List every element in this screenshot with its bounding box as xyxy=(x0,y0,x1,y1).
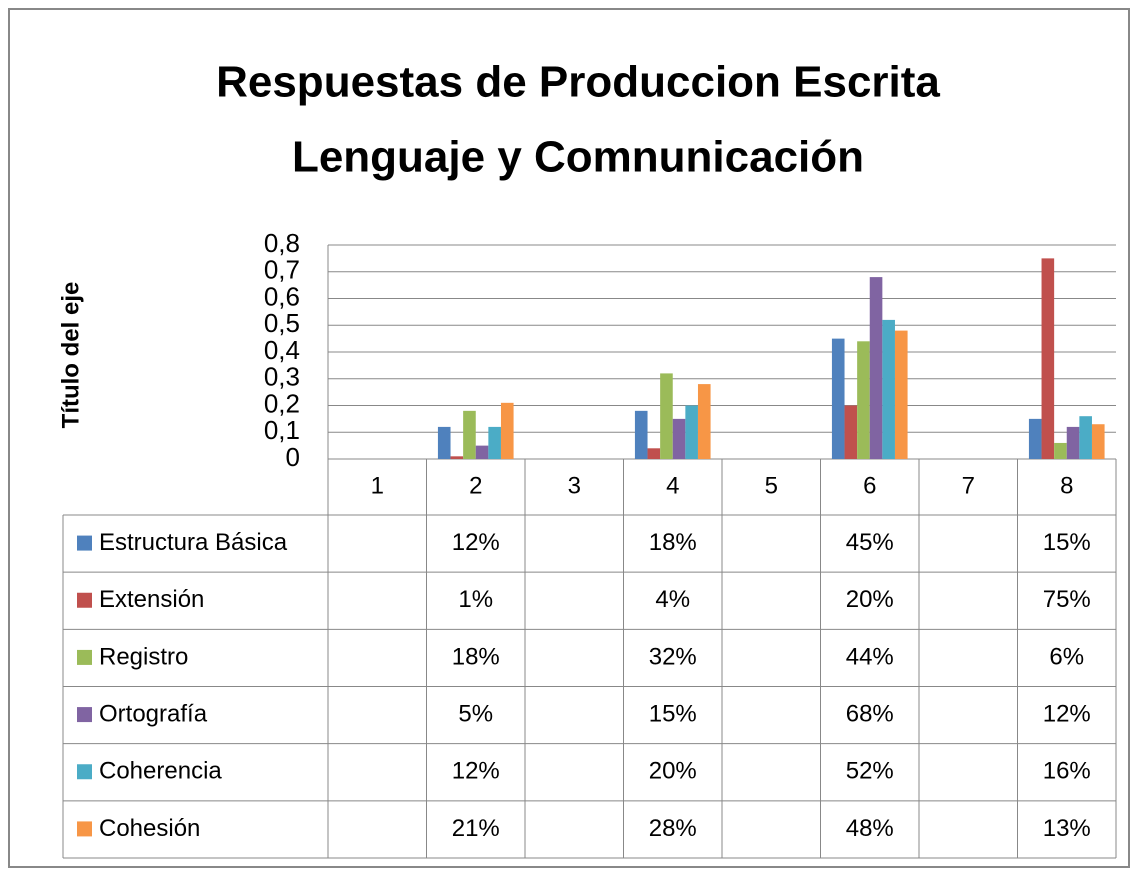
x-tick-label: 4 xyxy=(666,472,679,499)
value-label: 16% xyxy=(1043,758,1091,785)
bar xyxy=(1091,424,1105,459)
x-tick-label: 1 xyxy=(371,472,384,499)
bar xyxy=(1066,426,1080,459)
legend-swatch xyxy=(77,707,92,723)
legend-swatch xyxy=(77,764,92,780)
y-tick-label: 0,7 xyxy=(264,255,300,285)
bar xyxy=(660,373,673,459)
bar xyxy=(697,384,711,459)
bar xyxy=(1041,258,1055,459)
value-label: 12% xyxy=(1043,700,1091,727)
value-label: 4% xyxy=(655,586,690,613)
bar xyxy=(894,330,908,459)
y-tick-label: 0,1 xyxy=(264,415,300,445)
bar xyxy=(844,405,858,459)
value-label: 1% xyxy=(458,586,493,613)
value-label: 15% xyxy=(649,700,697,727)
value-label: 52% xyxy=(846,758,894,785)
legend-swatch xyxy=(77,821,92,837)
value-label: 6% xyxy=(1049,643,1084,670)
value-label: 12% xyxy=(452,758,500,785)
value-label: 20% xyxy=(846,586,894,613)
bar xyxy=(1028,418,1042,459)
value-label: 18% xyxy=(649,529,697,556)
x-tick-label: 2 xyxy=(469,472,482,499)
value-label: 48% xyxy=(846,815,894,842)
legend-swatch xyxy=(77,649,92,665)
x-tick-label: 7 xyxy=(962,472,975,499)
bar xyxy=(685,405,698,459)
value-label: 15% xyxy=(1043,529,1091,556)
legend-label: Estructura Básica xyxy=(99,529,288,556)
bar xyxy=(437,426,451,459)
value-label: 18% xyxy=(452,643,500,670)
chart-frame xyxy=(8,8,1130,868)
legend-label: Registro xyxy=(99,643,188,670)
x-tick-label: 3 xyxy=(568,472,581,499)
value-label: 20% xyxy=(649,758,697,785)
value-label: 13% xyxy=(1043,815,1091,842)
y-tick-label: 0 xyxy=(286,442,300,472)
x-tick-label: 8 xyxy=(1060,472,1073,499)
value-label: 21% xyxy=(452,815,500,842)
bar xyxy=(882,319,895,459)
x-tick-label: 6 xyxy=(863,472,876,499)
y-tick-label: 0,6 xyxy=(264,281,300,311)
legend-label: Ortografía xyxy=(99,700,208,727)
legend-swatch xyxy=(77,592,92,608)
y-tick-label: 0,3 xyxy=(264,362,300,392)
value-label: 44% xyxy=(846,643,894,670)
bar xyxy=(1054,442,1067,459)
y-tick-label: 0,2 xyxy=(264,388,300,418)
bar xyxy=(500,402,514,459)
value-label: 75% xyxy=(1043,586,1091,613)
bar xyxy=(634,410,648,459)
bar xyxy=(1079,416,1092,459)
bar xyxy=(857,341,870,459)
bar xyxy=(488,426,501,459)
legend-label: Cohesión xyxy=(99,815,200,842)
legend-swatch xyxy=(77,535,92,551)
bar xyxy=(475,445,489,459)
value-label: 45% xyxy=(846,529,894,556)
value-label: 32% xyxy=(649,643,697,670)
y-tick-label: 0,4 xyxy=(264,335,300,365)
legend-label: Extensión xyxy=(99,586,204,613)
bar xyxy=(869,277,883,459)
chart-title: Respuestas de Produccion Escrita xyxy=(216,58,940,107)
value-label: 68% xyxy=(846,700,894,727)
value-label: 28% xyxy=(649,815,697,842)
bar xyxy=(672,418,686,459)
legend-label: Coherencia xyxy=(99,758,222,785)
x-tick-label: 5 xyxy=(765,472,778,499)
bar xyxy=(647,448,661,459)
y-tick-label: 0,5 xyxy=(264,308,300,338)
bar xyxy=(463,410,476,459)
chart-title: Lenguaje y Comnunicación xyxy=(292,133,864,182)
y-tick-label: 0,8 xyxy=(264,228,300,258)
bar xyxy=(450,456,464,459)
bar xyxy=(831,338,845,459)
y-axis-label: Título del eje xyxy=(57,282,84,429)
value-label: 12% xyxy=(452,529,500,556)
value-label: 5% xyxy=(458,700,493,727)
